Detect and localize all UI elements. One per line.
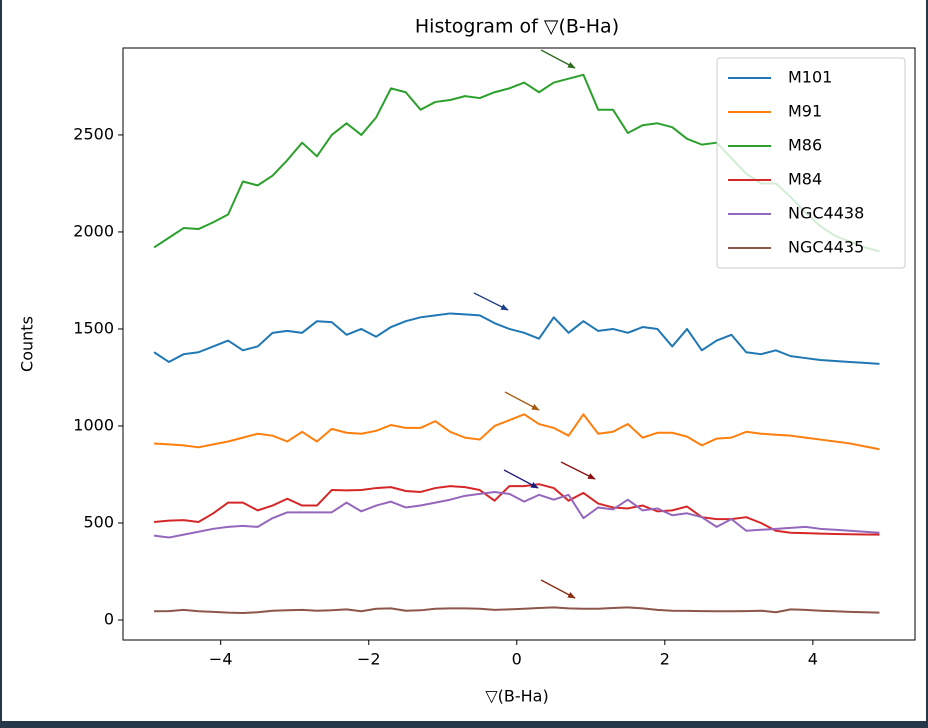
legend-label: M91 xyxy=(788,102,822,121)
arrows xyxy=(473,49,596,599)
arrow xyxy=(504,391,540,411)
y-tick-label: 1000 xyxy=(73,415,114,434)
x-tick-label: 2 xyxy=(660,650,670,669)
legend-label: M84 xyxy=(788,170,822,189)
y-tick-label: 0 xyxy=(104,610,114,629)
lines xyxy=(153,73,880,615)
x-tick-label: −2 xyxy=(357,650,381,669)
y-tick-label: 500 xyxy=(83,512,114,531)
arrow xyxy=(540,579,576,599)
y-tick-label: 2500 xyxy=(73,124,114,143)
legend-box xyxy=(716,57,906,269)
legend-label: M86 xyxy=(788,136,822,155)
series-line xyxy=(154,606,880,615)
legend-label: M101 xyxy=(788,68,832,87)
plot-frame xyxy=(122,47,916,641)
legend-label: NGC4438 xyxy=(788,204,864,223)
legend-label: NGC4435 xyxy=(788,238,864,257)
arrow xyxy=(503,469,539,489)
x-axis-label: ▽(B-Ha) xyxy=(485,687,548,706)
y-tick-label: 1500 xyxy=(73,318,114,337)
x-tick-label: −4 xyxy=(209,650,233,669)
x-tick-label: 4 xyxy=(808,650,818,669)
series-line xyxy=(153,312,880,365)
series-line xyxy=(153,490,880,539)
y-axis-label: Counts xyxy=(18,316,37,372)
series-line xyxy=(154,413,880,451)
chart-title: Histogram of ▽(B-Ha) xyxy=(415,16,619,38)
y-tick-label: 2000 xyxy=(73,221,114,240)
series-line xyxy=(153,483,880,536)
arrow xyxy=(473,292,509,311)
arrow xyxy=(560,461,596,480)
x-tick-label: 0 xyxy=(512,650,522,669)
arrow xyxy=(540,49,576,69)
